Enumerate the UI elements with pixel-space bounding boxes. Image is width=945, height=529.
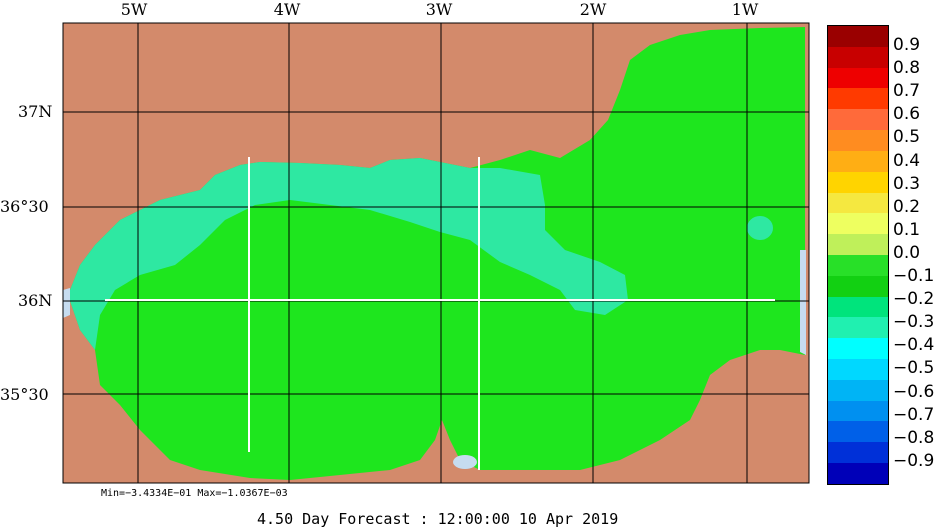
colorbar-label: −0.1 xyxy=(893,266,935,286)
colorbar-label: −0.6 xyxy=(893,381,935,402)
x-tick-label: 4W xyxy=(273,0,301,19)
colorbar-segment xyxy=(828,317,888,339)
colorbar-segment xyxy=(828,150,888,172)
colorbar-label: 0.7 xyxy=(893,81,921,102)
colorbar-segment xyxy=(828,130,888,151)
x-tick-label: 5W xyxy=(120,0,148,19)
sea-area xyxy=(68,27,805,480)
y-tick-label: 36N xyxy=(18,291,53,310)
coastal-water xyxy=(63,288,70,318)
colorbar-segment xyxy=(828,26,888,47)
transect-lines xyxy=(105,157,775,470)
colorbar-label: −0.5 xyxy=(893,358,935,379)
min-max-stats: Min=−3.4334E−01 Max=−1.0367E−03 xyxy=(101,488,288,499)
colorbar-segment xyxy=(828,88,888,110)
y-tick-label: 35°30 xyxy=(0,385,49,404)
colorbar-label: 0.0 xyxy=(893,242,921,263)
y-tick-label: 36°30 xyxy=(0,197,49,216)
colorbar-segment xyxy=(828,192,888,214)
colorbar-label: −0.7 xyxy=(893,404,935,425)
colorbar-label: 0.9 xyxy=(893,35,921,55)
colorbar-label: 0.3 xyxy=(893,173,921,194)
colorbar-segment xyxy=(828,275,888,297)
x-tick-label: 3W xyxy=(425,0,453,19)
colorbar-segment xyxy=(828,296,888,318)
colorbar-segment xyxy=(828,338,888,359)
colorbar-segment xyxy=(828,421,888,443)
forecast-caption: 4.50 Day Forecast : 12:00:00 10 Apr 2019 xyxy=(257,510,619,528)
colorbar xyxy=(827,25,889,485)
colorbar-label: 0.2 xyxy=(893,196,921,217)
colorbar-segment xyxy=(828,67,888,89)
colorbar-segment xyxy=(828,213,888,235)
colorbar-label: 0.4 xyxy=(893,150,921,171)
colorbar-segment xyxy=(828,171,888,193)
lagoon xyxy=(453,455,477,469)
x-tick-label: 1W xyxy=(731,0,759,19)
colorbar-label: 0.6 xyxy=(893,104,921,125)
colorbar-segment xyxy=(828,400,888,422)
x-tick-label: 2W xyxy=(579,0,607,19)
colorbar-segment xyxy=(828,254,888,276)
aqua-spot xyxy=(747,216,773,240)
aqua-band xyxy=(68,158,628,350)
colorbar-label: 0.5 xyxy=(893,127,921,148)
coastal-water-east xyxy=(800,250,806,355)
colorbar-label: −0.9 xyxy=(893,450,935,471)
colorbar-label: 0.8 xyxy=(893,58,921,79)
colorbar-segment xyxy=(828,442,888,464)
y-tick-label: 37N xyxy=(18,102,53,121)
forecast-map xyxy=(62,22,810,484)
colorbar-segment xyxy=(828,359,888,380)
colorbar-segment xyxy=(828,379,888,401)
colorbar-segment xyxy=(828,46,888,68)
colorbar-label: −0.3 xyxy=(893,312,935,333)
colorbar-segment xyxy=(828,109,888,131)
colorbar-segment xyxy=(828,234,888,255)
colorbar-segment xyxy=(828,463,888,484)
colorbar-label: −0.4 xyxy=(893,335,935,356)
colorbar-label: −0.8 xyxy=(893,427,935,448)
colorbar-label: 0.1 xyxy=(893,219,921,240)
colorbar-label: −0.2 xyxy=(893,289,935,310)
